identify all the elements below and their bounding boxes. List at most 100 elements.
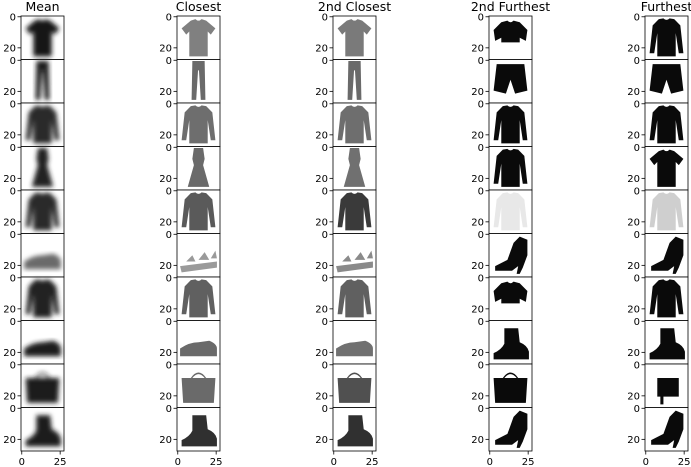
thumbnail-cell: 0 20	[315, 143, 377, 191]
y-tick-label: 0	[322, 12, 328, 23]
y-tick-label: 0	[10, 360, 16, 371]
longsleeve-silhouette	[25, 105, 60, 144]
thumbnail-image	[649, 328, 685, 360]
thumbnail-image	[337, 105, 372, 144]
thumbnail-image	[25, 192, 60, 231]
y-tick-label: 20	[627, 435, 640, 446]
y-tick-label: 20	[315, 304, 328, 315]
thumbnail-cell: 0 20	[627, 99, 689, 147]
smallbag-silhouette	[660, 395, 664, 405]
thumbnail-image	[493, 372, 528, 403]
y-tick-label: 0	[166, 12, 172, 23]
column-title-second_furthest: 2nd Furthest	[471, 0, 550, 14]
sandal-silhouette	[336, 261, 373, 273]
trouser-silhouette	[347, 61, 362, 100]
y-tick-label: 0	[10, 12, 16, 23]
y-tick-label: 0	[10, 99, 16, 110]
y-tick-label: 20	[315, 174, 328, 185]
thumbnail-cell: 0 20	[315, 230, 377, 278]
thumbnail-cell: 0 20	[627, 273, 689, 321]
y-tick-label: 0	[322, 56, 328, 67]
thumbnail-image	[649, 279, 684, 318]
thumbnail-image	[337, 192, 372, 231]
thumbnail-image	[347, 61, 362, 100]
x-tick-label: 25	[678, 457, 691, 467]
longsleeve-silhouette	[337, 105, 372, 144]
longsleeve-silhouette	[649, 18, 684, 57]
thumbnail-cell: 0 20	[315, 360, 377, 408]
thumbnail-cell: 0 20	[3, 143, 65, 191]
sandal-silhouette	[198, 252, 210, 260]
shorts-silhouette	[493, 64, 528, 94]
thumbnail-image	[180, 250, 217, 273]
y-tick-label: 20	[627, 217, 640, 228]
longsleeve-silhouette	[649, 105, 684, 144]
thumbnail-cell: 0 20	[471, 143, 533, 191]
thumbnail-cell: 0 20	[159, 360, 221, 408]
y-tick-label: 0	[478, 273, 484, 284]
longsleeve-silhouette	[337, 279, 372, 318]
y-tick-label: 20	[3, 261, 16, 272]
thumbnail-cell: 0 20	[315, 404, 377, 452]
y-tick-label: 0	[478, 404, 484, 415]
bag-silhouette	[25, 377, 60, 403]
dress-silhouette	[31, 148, 54, 187]
thumbnail-cell: 0 20	[315, 12, 377, 60]
tee-silhouette	[25, 19, 60, 57]
y-tick-label: 20	[471, 87, 484, 98]
y-tick-label: 20	[159, 261, 172, 272]
thumbnail-cell: 0 20	[471, 317, 533, 365]
thumbnail-cell: 0 20	[627, 360, 689, 408]
thumbnail-cell: 0 20	[627, 404, 689, 452]
thumbnail-image	[649, 18, 684, 57]
y-tick-label: 20	[315, 348, 328, 359]
y-tick-label: 20	[3, 391, 16, 402]
y-tick-label: 0	[322, 360, 328, 371]
thumbnail-cell: 0 20	[159, 404, 221, 452]
y-tick-label: 20	[315, 87, 328, 98]
croptop-silhouette	[493, 281, 528, 304]
y-tick-label: 20	[627, 130, 640, 141]
x-tick-label: 25	[366, 457, 379, 467]
longsleeve-silhouette	[25, 192, 60, 231]
thumbnail-image	[337, 279, 372, 318]
thumbnail-image	[649, 64, 684, 94]
thumbnail-cell: 0 20	[471, 360, 533, 408]
sandal-silhouette	[180, 261, 217, 273]
tee-silhouette	[337, 19, 372, 57]
boot-silhouette	[181, 415, 217, 447]
y-tick-label: 20	[471, 130, 484, 141]
thumbnail-cell: 0 20	[159, 12, 221, 60]
thumbnail-image	[336, 250, 373, 273]
y-tick-label: 20	[627, 391, 640, 402]
thumbnail-cell: 0 20	[315, 317, 377, 365]
y-tick-label: 0	[478, 12, 484, 23]
thumbnail-image	[25, 279, 60, 318]
y-tick-label: 20	[159, 87, 172, 98]
y-tick-label: 20	[471, 435, 484, 446]
thumbnail-cell: 0 20	[3, 273, 65, 321]
y-tick-label: 0	[322, 99, 328, 110]
y-tick-label: 0	[478, 317, 484, 328]
y-tick-label: 20	[627, 261, 640, 272]
trouser-silhouette	[191, 61, 206, 100]
y-tick-label: 0	[478, 56, 484, 67]
y-tick-label: 0	[166, 99, 172, 110]
longsleeve-silhouette	[181, 279, 216, 318]
thumbnail-image	[493, 20, 528, 43]
y-tick-label: 20	[3, 174, 16, 185]
thumbnail-cell: 0 20	[471, 56, 533, 104]
y-tick-label: 0	[166, 273, 172, 284]
y-tick-label: 0	[634, 99, 640, 110]
y-tick-label: 20	[315, 435, 328, 446]
thumbnail-image	[343, 148, 366, 187]
bag-silhouette	[493, 377, 528, 403]
thumbnail-image	[25, 372, 60, 403]
x-tick-label: 0	[175, 457, 181, 467]
y-tick-label: 0	[478, 143, 484, 154]
column-title-furthest: Furthest	[641, 0, 691, 14]
y-tick-label: 0	[634, 186, 640, 197]
heel-silhouette	[651, 410, 684, 448]
thumbnail-image	[187, 148, 210, 187]
thumbnail-image	[181, 279, 216, 318]
